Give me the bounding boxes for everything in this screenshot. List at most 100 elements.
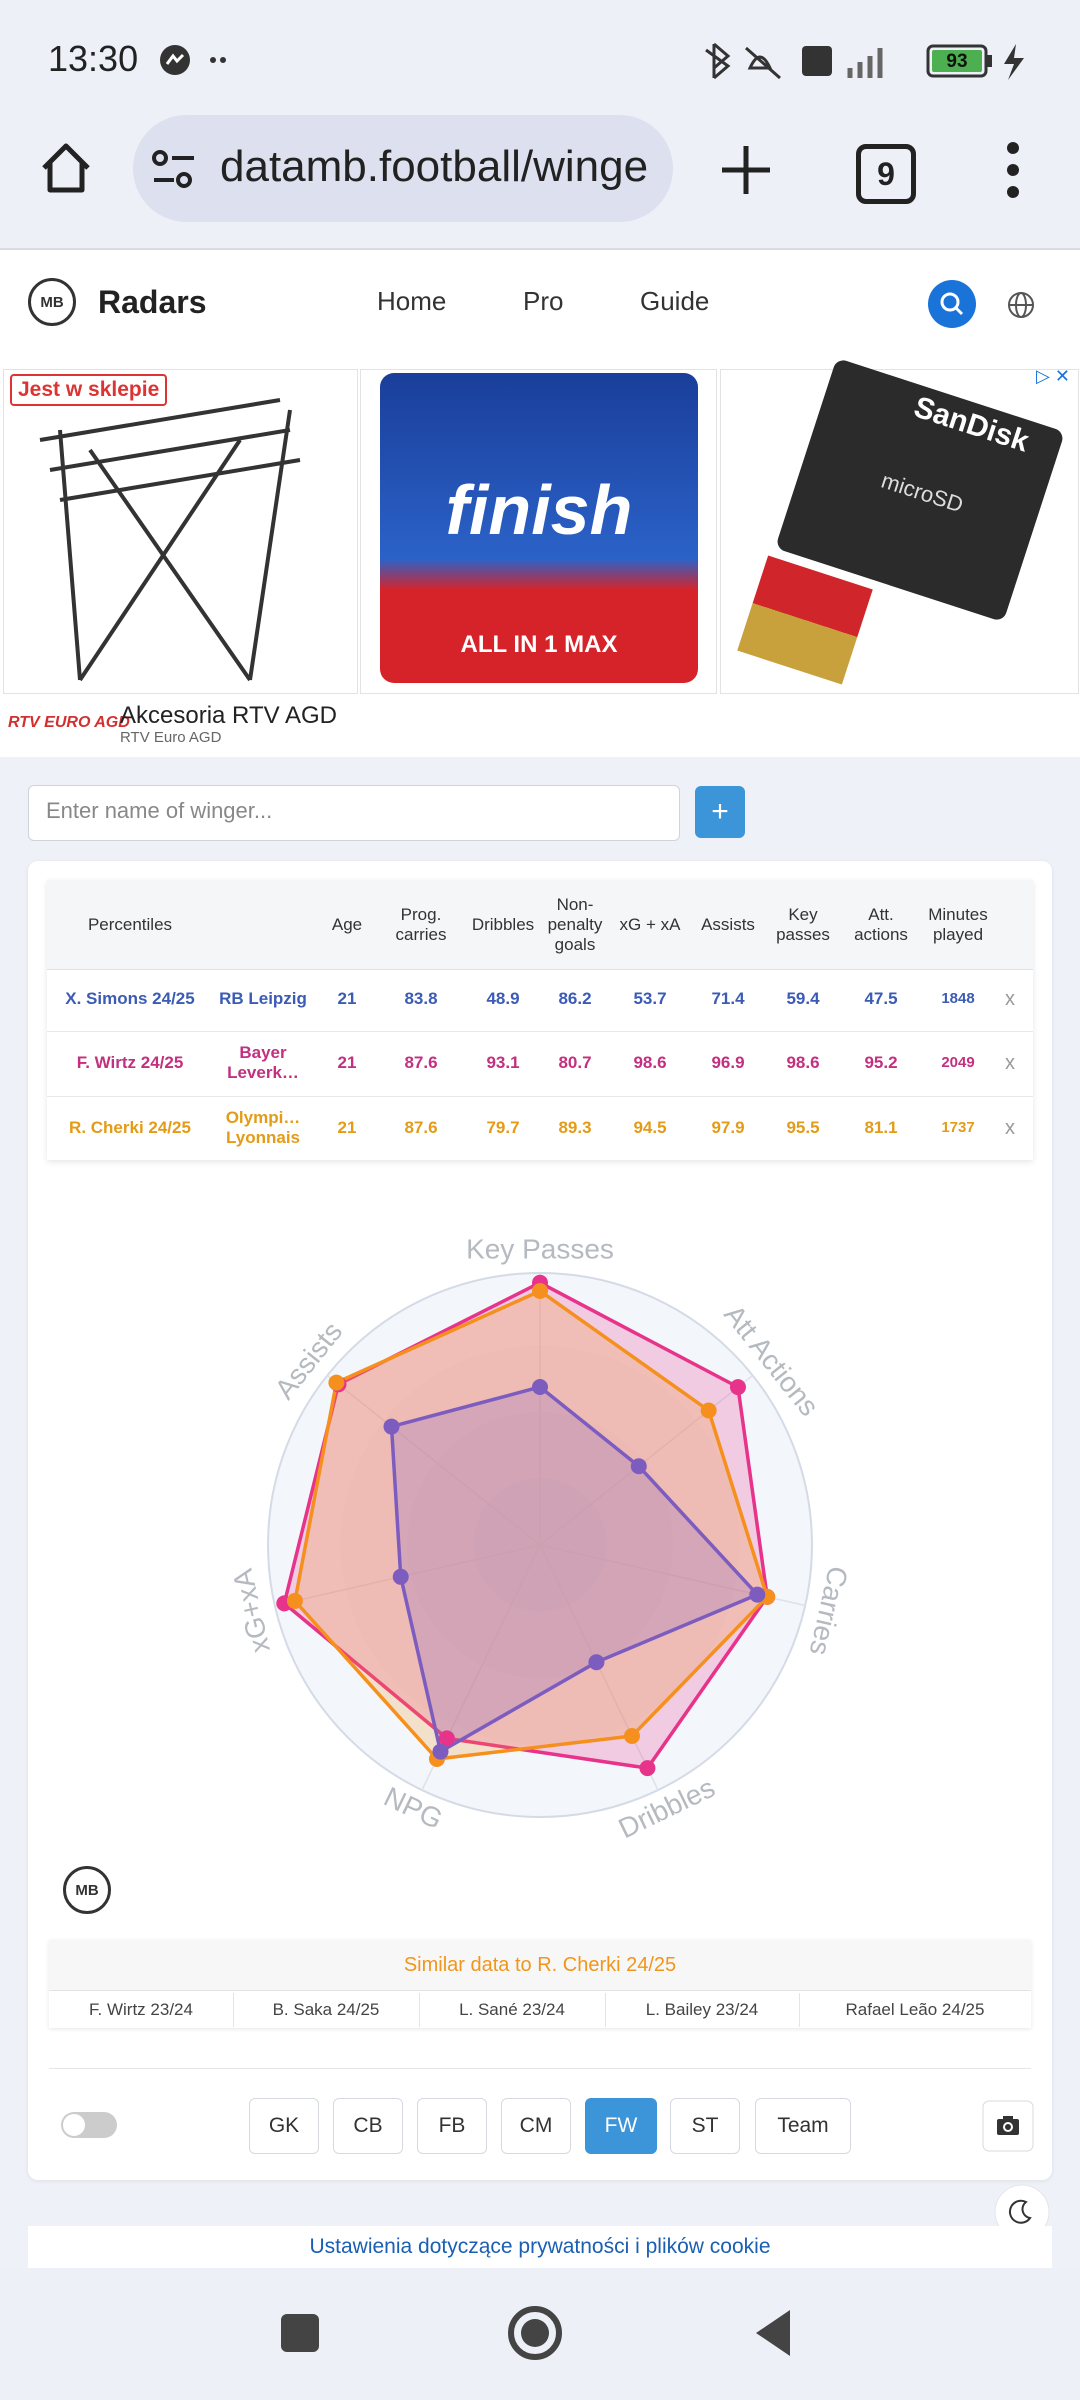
player-name[interactable]: X. Simons 24/25 — [65, 989, 195, 1008]
system-nav-buttons — [281, 2306, 790, 2360]
screenshot-button[interactable] — [982, 2100, 1034, 2152]
nav-link[interactable]: Pro — [523, 286, 564, 316]
table-header-cell: xG + xA — [619, 915, 681, 934]
search-button[interactable] — [928, 280, 976, 328]
system-icons — [705, 42, 1024, 80]
table-value: 97.9 — [711, 1118, 745, 1137]
cookie-link[interactable]: Ustawienia dotyczące prywatności i plikó… — [309, 2235, 771, 2258]
language-button[interactable] — [1006, 290, 1036, 320]
radar-area — [389, 1385, 760, 1754]
divider — [49, 2068, 1031, 2069]
nav-link[interactable]: Guide — [640, 286, 710, 316]
radar-point — [532, 1282, 548, 1299]
row-divider — [47, 1096, 1033, 1097]
cookie-bar[interactable] — [28, 2226, 1052, 2270]
ad-badge: Jest w sklepie — [10, 374, 168, 406]
radar-point — [328, 1374, 345, 1391]
ad-product-text: ALL IN 1 MAX — [460, 631, 618, 658]
advertiser-logo: RTV EURO AGD — [8, 714, 130, 731]
team-name: RB Leipzig — [219, 989, 307, 1008]
table-value: 48.9 — [486, 989, 520, 1008]
similar-item[interactable]: B. Saka 24/25 — [233, 1993, 420, 2027]
site-header — [0, 248, 1080, 369]
radar-axis-label: xG+xA — [227, 1566, 276, 1656]
table-header-cell: Percentiles — [87, 915, 173, 934]
similar-item[interactable]: L. Sané 23/24 — [419, 1993, 606, 2027]
position-button[interactable]: FW — [585, 2098, 657, 2154]
watermark-logo: MB — [63, 1866, 111, 1914]
table-value: 53.7 — [633, 989, 667, 1008]
table-value: 98.6 — [786, 1053, 820, 1072]
table-value: 86.2 — [558, 989, 592, 1008]
player-name[interactable]: R. Cherki 24/25 — [69, 1118, 191, 1137]
table-value: 87.6 — [404, 1118, 438, 1137]
battery-level: 93 — [946, 51, 968, 72]
table-value: 47.5 — [864, 989, 898, 1008]
tab-count[interactable]: 9 — [856, 144, 916, 204]
position-button[interactable]: CB — [333, 2098, 403, 2154]
radar-point — [432, 1743, 449, 1760]
radar-point — [286, 1592, 303, 1609]
position-button[interactable]: GK — [249, 2098, 319, 2154]
team-name: Olympi… Lyonnais — [225, 1108, 301, 1147]
remove-button[interactable]: x — [1005, 1052, 1015, 1074]
table-value: 2049 — [941, 1054, 975, 1071]
radar-point — [630, 1458, 647, 1475]
radar-axis-label: Key Passes — [466, 1233, 614, 1264]
table-header-cell: Prog. carries — [395, 905, 447, 944]
status-time: 13:30 — [48, 38, 139, 79]
similar-item[interactable]: L. Bailey 23/24 — [605, 1993, 800, 2027]
site-brand[interactable]: Radars — [98, 284, 207, 320]
search-input[interactable] — [28, 785, 680, 841]
remove-button[interactable]: x — [1005, 988, 1015, 1010]
radar-point — [700, 1402, 717, 1419]
table-value: 87.6 — [404, 1053, 438, 1072]
home-button[interactable] — [38, 140, 94, 196]
radar-axis-label: Carries — [804, 1563, 854, 1658]
position-button[interactable]: FB — [417, 2098, 487, 2154]
ad-product-text: finish — [445, 471, 633, 549]
table-value: 1737 — [941, 1119, 975, 1136]
menu-button[interactable] — [1000, 140, 1026, 200]
position-button[interactable]: CM — [501, 2098, 571, 2154]
radar-point — [623, 1728, 640, 1745]
radar-point — [639, 1760, 656, 1777]
ad-image-finish — [380, 373, 698, 683]
radar-point — [392, 1568, 409, 1585]
similar-item[interactable]: Rafael Leão 24/25 — [845, 2000, 985, 2019]
table-header-cell: Non-penalty goals — [547, 895, 603, 954]
site-logo[interactable]: MB — [28, 278, 76, 326]
url-text: datamb.football/winge — [220, 142, 649, 191]
ad-choices[interactable]: ▷ ✕ — [1036, 366, 1070, 386]
position-button[interactable]: Team — [755, 2098, 851, 2154]
radar-point — [749, 1586, 766, 1603]
radar-spoke — [326, 1374, 541, 1546]
table-value: 96.9 — [711, 1053, 745, 1072]
radar-point — [438, 1730, 455, 1747]
table-header-cell: Age — [331, 915, 363, 934]
table-value: 81.1 — [864, 1118, 898, 1137]
ad-advertiser: RTV Euro AGD — [120, 729, 222, 746]
table-value: 59.4 — [786, 989, 820, 1008]
site-settings-icon[interactable] — [150, 148, 200, 192]
player-name[interactable]: F. Wirtz 24/25 — [76, 1053, 184, 1072]
table-value: 94.5 — [633, 1118, 667, 1137]
url-bar[interactable] — [133, 115, 673, 222]
remove-button[interactable]: x — [1005, 1117, 1015, 1139]
radar-area — [293, 1289, 769, 1761]
radar-point — [532, 1378, 548, 1395]
add-button[interactable]: + — [695, 786, 745, 838]
nav-link[interactable]: Home — [377, 286, 447, 316]
status-icons — [160, 45, 226, 75]
position-button[interactable]: ST — [670, 2098, 740, 2154]
table-value: 93.1 — [486, 1053, 520, 1072]
new-tab-button[interactable] — [718, 142, 774, 198]
radar-spoke — [539, 1374, 754, 1546]
table-value: 95.5 — [786, 1118, 820, 1137]
similar-item[interactable]: F. Wirtz 23/24 — [49, 1993, 234, 2027]
table-value: 83.8 — [404, 989, 438, 1008]
table-value: 71.4 — [711, 989, 745, 1008]
ad-title[interactable]: Akcesoria RTV AGD — [120, 702, 337, 729]
radar-point — [383, 1418, 400, 1435]
